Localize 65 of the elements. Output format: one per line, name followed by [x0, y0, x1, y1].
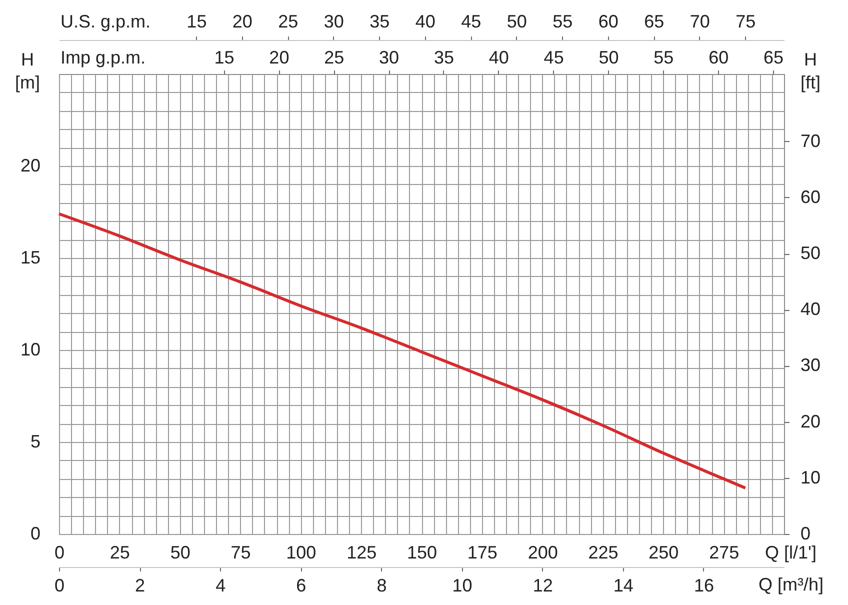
x-tick-label: 150	[406, 542, 438, 562]
x-tick-label: 225	[588, 542, 618, 562]
text: 6	[296, 576, 306, 596]
x2-tick-label: 20	[269, 48, 290, 68]
x-tick-label: 0	[54, 542, 65, 562]
text: 70	[690, 12, 710, 32]
y-tick-label: 5	[30, 432, 40, 452]
text: 10	[452, 576, 472, 596]
y2-tick-label: 70	[800, 130, 821, 151]
y-tick-label: 15	[20, 248, 40, 268]
text: Q [m³/h]	[758, 574, 824, 594]
text: 35	[370, 12, 390, 32]
text: 45	[461, 12, 482, 32]
x-tick-label: 25	[110, 542, 130, 562]
text: 65	[644, 12, 664, 32]
text: 0	[54, 576, 65, 596]
y2-tick-label: 50	[800, 243, 821, 264]
x-tick-label: 200	[528, 542, 558, 562]
y2-tick-label: 60	[800, 186, 821, 207]
x-tick-label: 75	[230, 542, 251, 562]
x2-tick-label: 40	[488, 48, 509, 68]
text: 30	[324, 12, 344, 32]
x2-tick-label: 50	[598, 48, 619, 68]
x2-tick-label: 30	[379, 48, 400, 68]
x2-tick-label: 15	[214, 48, 234, 68]
text: 4	[216, 576, 226, 596]
text: 55	[552, 12, 573, 32]
x-tick-label: 100	[286, 542, 316, 562]
text: 8	[376, 576, 387, 596]
text: 50	[506, 12, 527, 32]
x-tick-label: 275	[709, 542, 740, 562]
y2-tick-label: 40	[800, 299, 821, 320]
x2-tick-label: 45	[544, 48, 564, 68]
x-tick-label: 50	[170, 542, 190, 562]
y-tick-label: 0	[30, 524, 40, 544]
text: 12	[532, 576, 553, 596]
text: 16	[694, 576, 714, 596]
y-tick-label: 10	[20, 340, 40, 360]
text: 25	[278, 12, 298, 32]
x-tick-label: 125	[346, 542, 377, 562]
y2-tick-label: 30	[800, 355, 821, 376]
line-series	[58, 212, 747, 490]
y-tick-label: 20	[20, 156, 40, 176]
x-tick-label: 175	[467, 542, 498, 562]
text: U.S. g.p.m.	[60, 12, 151, 32]
x2-axis-title: Imp g.p.m.	[60, 48, 146, 68]
x2-tick-label: 65	[764, 48, 784, 68]
x2-tick-label: 25	[324, 48, 344, 68]
x2-tick-label: 60	[708, 48, 729, 68]
x-tick-label: 250	[648, 542, 679, 562]
text: 15	[186, 12, 207, 32]
x2-tick-label: 55	[654, 48, 674, 68]
text: 75	[736, 12, 756, 32]
text: 60	[598, 12, 618, 32]
text: 14	[613, 576, 634, 596]
text: 20	[232, 12, 252, 32]
x2-tick-label: 35	[434, 48, 454, 68]
y2-tick-label: 10	[800, 467, 821, 488]
text: 2	[135, 576, 146, 596]
y2-tick-label: 0	[800, 524, 811, 544]
y-axis-title: H [m]	[15, 50, 40, 92]
y2-axis-title: H [ft]	[800, 50, 821, 92]
y2-tick-label: 20	[800, 411, 821, 432]
x-axis-title: Q [l/1']	[765, 542, 816, 562]
text: 40	[415, 12, 436, 32]
